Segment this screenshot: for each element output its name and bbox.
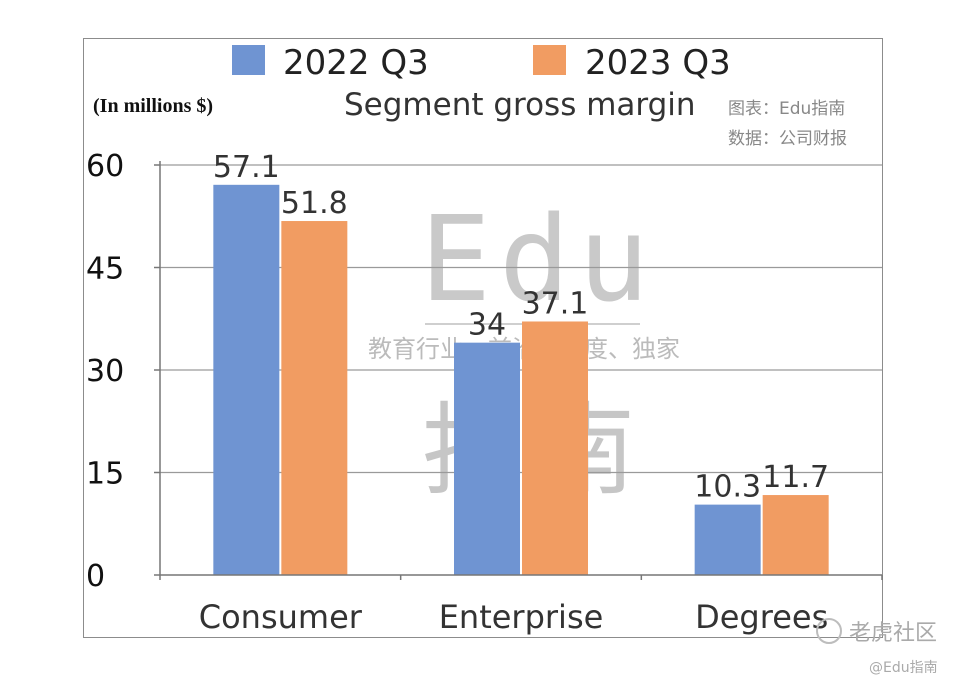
x-axis: Consumer Enterprise Degrees [159, 574, 883, 636]
y-tick-label-45: 45 [86, 252, 124, 287]
data-label-degrees-2022-q3: 10.3 [694, 470, 761, 505]
bar-degrees-2022-q3 [694, 504, 761, 575]
data-label-consumer-2022-q3: 57.1 [213, 150, 280, 185]
x-tick-label-consumer: Consumer [199, 598, 363, 636]
data-label-consumer-2023-q3: 51.8 [281, 186, 348, 221]
legend-swatch-2022 [232, 45, 265, 75]
y-tick-label-60: 60 [86, 149, 124, 184]
data-label-enterprise-2022-q3: 34 [468, 308, 506, 343]
y-tick-label-15: 15 [86, 457, 124, 492]
bar-degrees-2023-q3 [762, 495, 829, 575]
x-tick-label-enterprise: Enterprise [439, 598, 604, 636]
bar-consumer-2023-q3 [281, 221, 348, 576]
chart-title: Segment gross margin [344, 87, 696, 123]
x-tick-label-degrees: Degrees [695, 598, 828, 636]
data-labels: 57.151.8 34 37.1 10.3 11.7 [213, 150, 829, 505]
legend: 2022 Q3 2023 Q3 [232, 43, 731, 83]
gridlines [160, 164, 882, 474]
bar-enterprise-2023-q3 [522, 321, 588, 575]
corner-watermark: 老虎社区 @Edu指南 [816, 618, 938, 676]
data-label-enterprise-2023-q3: 37.1 [522, 286, 589, 321]
tiger-logo-icon [816, 618, 842, 644]
corner-handle: @Edu指南 [869, 660, 938, 676]
source-line-1: 图表：Edu指南 [728, 99, 845, 119]
y-axis-ticks: 0 15 30 45 60 [86, 149, 161, 594]
bar-enterprise-2022-q3 [454, 342, 520, 575]
y-tick-label-0: 0 [86, 559, 105, 594]
y-tick-label-30: 30 [86, 354, 124, 389]
bar-consumer-2022-q3 [213, 184, 280, 576]
data-label-degrees-2023-q3: 11.7 [762, 460, 829, 495]
source-line-2: 数据：公司财报 [728, 129, 847, 149]
unit-label: (In millions $) [93, 95, 213, 117]
legend-label-2022: 2022 Q3 [283, 43, 429, 83]
bars [213, 184, 829, 576]
watermark-brand: Edu [420, 190, 657, 328]
corner-logo-text: 老虎社区 [849, 621, 937, 646]
legend-label-2023: 2023 Q3 [585, 43, 731, 83]
chart-frame [83, 38, 883, 638]
legend-swatch-2023 [533, 45, 566, 75]
